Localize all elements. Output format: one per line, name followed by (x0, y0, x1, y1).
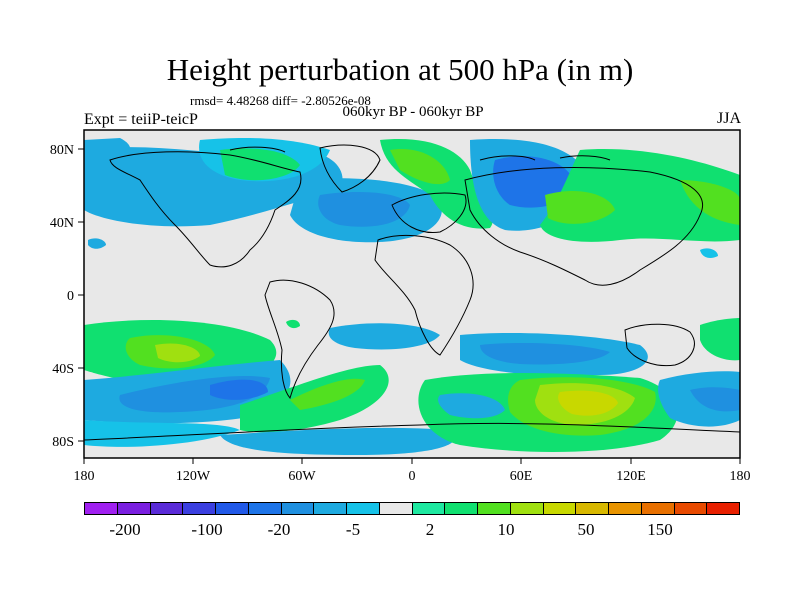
colorbar-swatch (412, 503, 446, 514)
colorbar-swatch (248, 503, 282, 514)
coastline-south-america (264, 279, 335, 400)
contour-region (88, 238, 106, 249)
map-subtitle: 060kyr BP - 060kyr BP (342, 104, 484, 120)
colorbar-swatch (510, 503, 544, 514)
colorbar-swatch (641, 503, 675, 514)
coastline-europe (391, 192, 467, 234)
lat-tick-label: 40S (52, 362, 74, 377)
contour-region (84, 138, 131, 165)
colorbar-swatch (314, 503, 347, 514)
colorbar-label: 10 (497, 520, 515, 539)
contour-region (700, 318, 740, 361)
coastline-greenland (319, 144, 381, 193)
contour-region (328, 323, 440, 350)
contour-region (680, 180, 740, 225)
contour-region (545, 190, 615, 224)
colorbar-swatch (609, 503, 642, 514)
colorbar-swatch (707, 503, 739, 514)
colorbar (84, 502, 740, 515)
colorbar-swatch (281, 503, 315, 514)
contour-region (558, 390, 618, 416)
lat-tick-label: 80S (52, 435, 74, 450)
lon-tick-labels: 180 120W 60W 0 60E 120E 180 (74, 469, 751, 484)
contour-region (390, 149, 450, 185)
lon-tick-label: 120W (176, 469, 211, 484)
colorbar-swatch (85, 503, 118, 514)
colorbar-swatch (150, 503, 184, 514)
colorbar-label: -200 (109, 520, 141, 539)
contour-region (438, 393, 505, 419)
colorbar-swatch (379, 503, 413, 514)
colorbar-label: -100 (191, 520, 223, 539)
colorbar-label: 150 (647, 520, 673, 539)
lon-tick-label: 180 (74, 469, 95, 484)
contour-region (220, 148, 300, 181)
lat-tick-labels: 80N 40N 0 40S 80S (50, 143, 74, 450)
colorbar-swatch (445, 503, 478, 514)
coastline-australia (624, 323, 695, 367)
contour-region (318, 192, 410, 227)
experiment-label: Expt = teiiP-teicP (84, 111, 198, 128)
lon-tick-label: 60W (288, 469, 316, 484)
lat-tick-label: 80N (50, 143, 74, 158)
lat-tick-label: 40N (50, 216, 74, 231)
colorbar-swatch (347, 503, 380, 514)
colorbar-swatch (674, 503, 708, 514)
season-label: JJA (716, 110, 741, 127)
coastline-arctic (229, 146, 611, 161)
coastline-africa (374, 235, 474, 356)
lon-tick-label: 180 (730, 469, 751, 484)
map-title: Height perturbation at 500 hPa (in m) (166, 52, 634, 87)
coastline-asia (464, 166, 703, 286)
contour-region (220, 427, 456, 455)
colorbar-swatch (216, 503, 249, 514)
contour-region (210, 379, 268, 400)
contour-region (480, 342, 610, 365)
colorbar-label: -5 (345, 520, 361, 539)
colorbar-label: 50 (577, 520, 595, 539)
lon-tick-label: 0 (409, 469, 416, 484)
coastlines (84, 144, 740, 441)
colorbar-swatch (576, 503, 609, 514)
contour-region (290, 378, 365, 410)
colorbar-swatch (478, 503, 511, 514)
colorbar-swatch (543, 503, 577, 514)
coastline-antarctica (84, 422, 740, 441)
coastline-north-america (109, 151, 302, 268)
stats-text: rmsd= 4.48268 diff= -2.80526e-08 (190, 93, 371, 108)
colorbar-swatch (183, 503, 216, 514)
tick-marks (78, 148, 741, 464)
colorbar-swatch (117, 503, 151, 514)
colorbar-label: 2 (425, 520, 435, 539)
colorbar-label: -20 (267, 520, 291, 539)
lat-tick-label: 0 (67, 289, 74, 304)
lon-tick-label: 60E (510, 469, 533, 484)
contour-region (155, 343, 200, 363)
contour-region (700, 248, 718, 258)
lon-tick-label: 120E (616, 469, 646, 484)
contour-region (84, 420, 240, 447)
contour-region (286, 319, 300, 329)
contour-region (690, 387, 740, 412)
